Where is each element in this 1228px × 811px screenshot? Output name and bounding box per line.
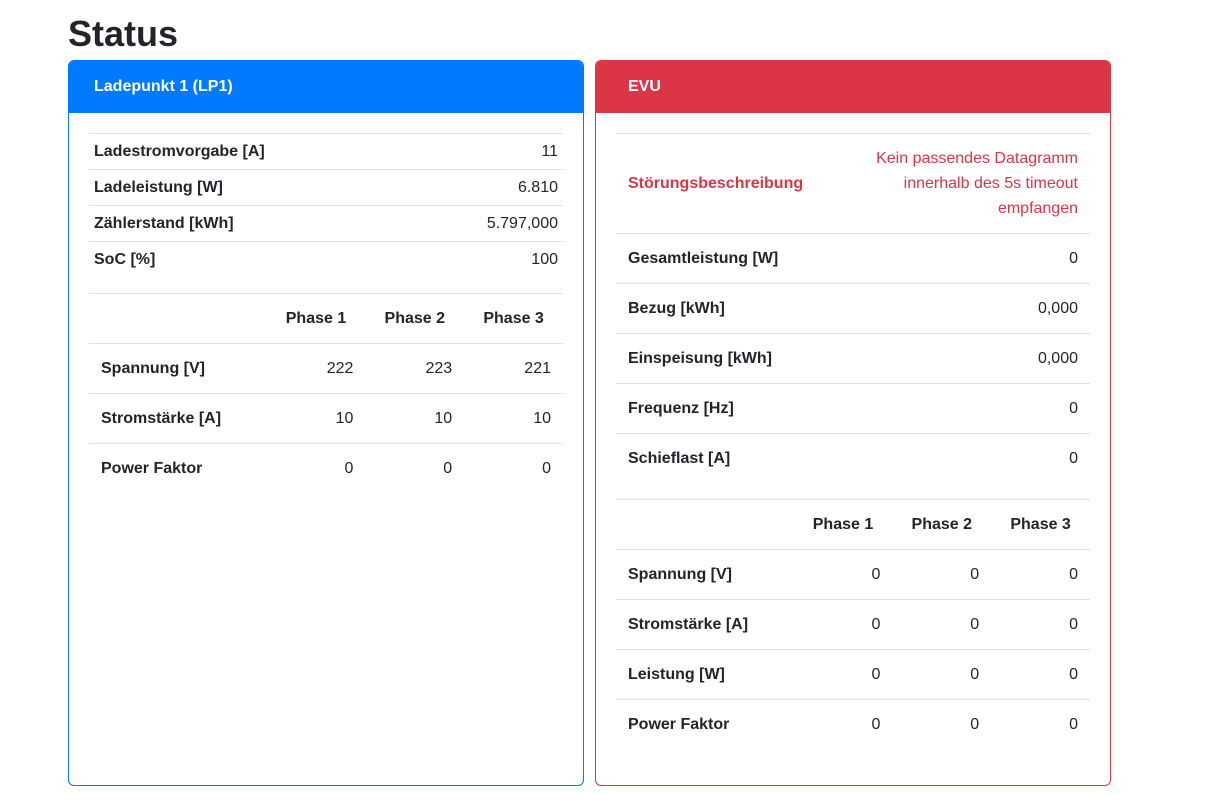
row-label: Frequenz [Hz] xyxy=(616,383,853,434)
phase-header-row: Phase 1 Phase 2 Phase 3 xyxy=(89,293,563,344)
row-label: Ladestromvorgabe [A] xyxy=(89,133,326,170)
row-label: Bezug [kWh] xyxy=(616,283,853,334)
phase-value: 221 xyxy=(464,343,563,394)
row-value: 0,000 xyxy=(853,333,1090,384)
phase-column-header: Phase 1 xyxy=(266,293,366,344)
table-row: Einspeisung [kWh] 0,000 xyxy=(616,333,1090,384)
table-row: Zählerstand [kWh] 5.797,000 xyxy=(89,205,563,242)
table-row: Power Faktor 0 0 0 xyxy=(616,699,1090,749)
phase-column-header: Phase 2 xyxy=(892,499,992,550)
phase-value: 0 xyxy=(266,443,366,493)
row-label: Einspeisung [kWh] xyxy=(616,333,853,384)
row-label: Schieflast [A] xyxy=(616,433,853,483)
row-label: Stromstärke [A] xyxy=(616,599,794,650)
phase-value: 0 xyxy=(892,699,992,749)
row-label: Power Faktor xyxy=(616,699,794,749)
table-row: Stromstärke [A] 0 0 0 xyxy=(616,599,1090,650)
row-label: Ladeleistung [W] xyxy=(89,169,326,206)
row-label: Gesamtleistung [W] xyxy=(616,233,853,284)
phase-value: 0 xyxy=(365,443,465,493)
table-row: Schieflast [A] 0 xyxy=(616,433,1090,483)
chargepoint-card-body: Ladestromvorgabe [A] 11 Ladeleistung [W]… xyxy=(69,113,583,785)
table-row: SoC [%] 100 xyxy=(89,241,563,277)
row-label: Stromstärke [A] xyxy=(89,393,267,444)
row-value: 0 xyxy=(853,433,1090,483)
table-row: Ladeleistung [W] 6.810 xyxy=(89,169,563,206)
phase-value: 10 xyxy=(365,393,465,444)
table-row: Frequenz [Hz] 0 xyxy=(616,383,1090,434)
row-value: 5.797,000 xyxy=(326,205,563,242)
phase-value: 0 xyxy=(464,443,563,493)
phase-header-spacer xyxy=(89,293,267,344)
phase-column-header: Phase 1 xyxy=(793,499,893,550)
page-title: Status xyxy=(68,13,179,54)
table-row: Spannung [V] 222 223 221 xyxy=(89,343,563,394)
evu-values-table: Störungsbeschreibung Kein passendes Data… xyxy=(616,133,1090,483)
fault-row: Störungsbeschreibung Kein passendes Data… xyxy=(616,133,1090,234)
phase-value: 0 xyxy=(892,549,992,600)
table-row: Stromstärke [A] 10 10 10 xyxy=(89,393,563,444)
chargepoint-card: Ladepunkt 1 (LP1) Ladestromvorgabe [A] 1… xyxy=(68,60,584,786)
phase-value: 0 xyxy=(793,649,893,700)
phase-column-header: Phase 3 xyxy=(991,499,1090,550)
row-label: Spannung [V] xyxy=(616,549,794,600)
phase-value: 223 xyxy=(365,343,465,394)
phase-header-row: Phase 1 Phase 2 Phase 3 xyxy=(616,499,1090,550)
phase-value: 0 xyxy=(793,699,893,749)
phase-value: 0 xyxy=(892,649,992,700)
phase-value: 10 xyxy=(464,393,563,444)
row-value: 6.810 xyxy=(326,169,563,206)
phase-column-header: Phase 2 xyxy=(365,293,465,344)
evu-card-title: EVU xyxy=(628,78,661,95)
row-label: SoC [%] xyxy=(89,241,326,277)
phase-value: 222 xyxy=(266,343,366,394)
row-label: Power Faktor xyxy=(89,443,267,493)
row-label: Zählerstand [kWh] xyxy=(89,205,326,242)
chargepoint-phase-table: Phase 1 Phase 2 Phase 3 Spannung [V] 222… xyxy=(89,293,563,493)
phase-header-spacer xyxy=(616,499,794,550)
phase-value: 0 xyxy=(991,599,1090,650)
table-row: Leistung [W] 0 0 0 xyxy=(616,649,1090,700)
row-value: 11 xyxy=(326,133,563,170)
table-row: Spannung [V] 0 0 0 xyxy=(616,549,1090,600)
chargepoint-card-header: Ladepunkt 1 (LP1) xyxy=(69,61,583,113)
cards-row: Ladepunkt 1 (LP1) Ladestromvorgabe [A] 1… xyxy=(68,60,1111,786)
evu-card-header: EVU xyxy=(596,61,1110,113)
phase-column-header: Phase 3 xyxy=(464,293,563,344)
fault-label: Störungsbeschreibung xyxy=(616,133,853,234)
row-value: 100 xyxy=(326,241,563,277)
evu-card-body: Störungsbeschreibung Kein passendes Data… xyxy=(596,113,1110,785)
table-row: Ladestromvorgabe [A] 11 xyxy=(89,133,563,170)
phase-value: 0 xyxy=(991,649,1090,700)
evu-card: EVU Störungsbeschreibung Kein passendes … xyxy=(595,60,1111,786)
chargepoint-values-table: Ladestromvorgabe [A] 11 Ladeleistung [W]… xyxy=(89,133,563,277)
evu-phase-table: Phase 1 Phase 2 Phase 3 Spannung [V] 0 0… xyxy=(616,499,1090,749)
row-label: Spannung [V] xyxy=(89,343,267,394)
row-label: Leistung [W] xyxy=(616,649,794,700)
chargepoint-card-title: Ladepunkt 1 (LP1) xyxy=(94,78,233,95)
row-value: 0 xyxy=(853,383,1090,434)
phase-value: 10 xyxy=(266,393,366,444)
phase-value: 0 xyxy=(991,699,1090,749)
fault-message: Kein passendes Datagramm innerhalb des 5… xyxy=(876,150,1078,217)
phase-value: 0 xyxy=(892,599,992,650)
row-value: 0,000 xyxy=(853,283,1090,334)
status-page: Status Ladepunkt 1 (LP1) Ladestromvorgab… xyxy=(68,13,1111,786)
table-row: Gesamtleistung [W] 0 xyxy=(616,233,1090,284)
phase-value: 0 xyxy=(793,549,893,600)
phase-value: 0 xyxy=(991,549,1090,600)
row-value: 0 xyxy=(853,233,1090,284)
table-row: Bezug [kWh] 0,000 xyxy=(616,283,1090,334)
table-row: Power Faktor 0 0 0 xyxy=(89,443,563,493)
phase-value: 0 xyxy=(793,599,893,650)
